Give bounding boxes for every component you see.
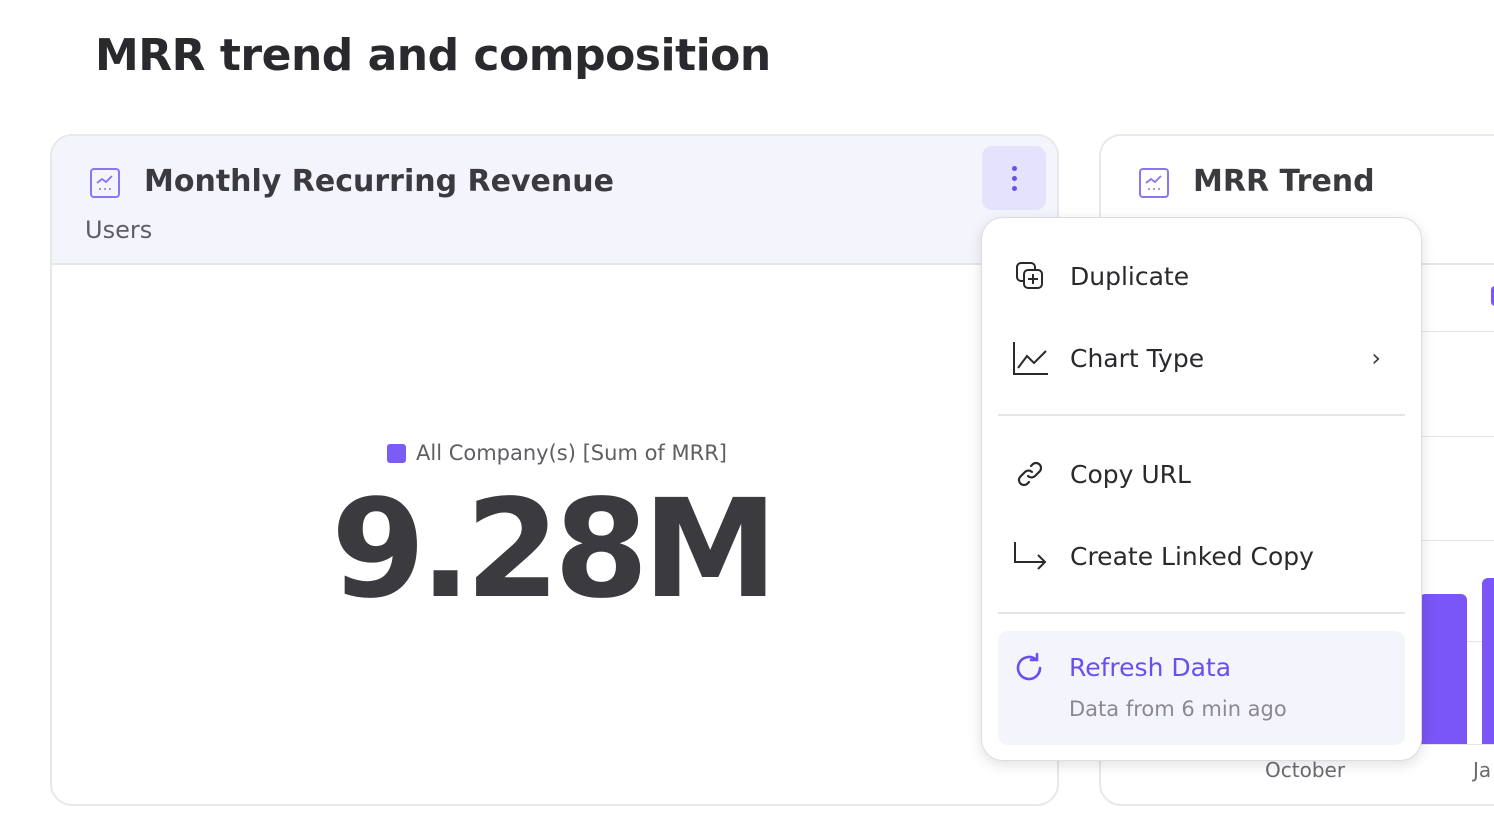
legend-label: All Company(s) [Sum of MRR]: [416, 441, 727, 465]
page-title: MRR trend and composition: [95, 30, 771, 81]
chart-bar[interactable]: [1419, 594, 1467, 744]
divider: [998, 414, 1405, 416]
more-options-button[interactable]: [982, 146, 1046, 210]
refresh-icon: [1012, 651, 1046, 689]
line-chart-icon: [1139, 168, 1169, 198]
card-title: Monthly Recurring Revenue: [144, 164, 614, 199]
refresh-timestamp: Data from 6 min ago: [1069, 697, 1287, 721]
kebab-icon: [1011, 165, 1017, 171]
menu-item-copy-url[interactable]: Copy URL: [998, 444, 1405, 504]
card-header: Monthly Recurring Revenue Users: [52, 136, 1057, 265]
menu-item-refresh-data[interactable]: Refresh Data Data from 6 min ago: [998, 631, 1405, 745]
options-menu: Duplicate Chart Type › Copy URL Create L…: [981, 217, 1422, 761]
line-chart-icon: [90, 168, 120, 198]
chart-bar[interactable]: [1482, 578, 1494, 744]
legend-swatch: [387, 443, 406, 463]
card-subtitle: Users: [85, 216, 153, 244]
x-tick-label: Ja: [1473, 758, 1492, 782]
menu-item-duplicate[interactable]: Duplicate: [998, 246, 1405, 306]
duplicate-icon: [1012, 258, 1048, 294]
line-chart-icon: [1012, 340, 1048, 376]
x-tick-label: October: [1265, 758, 1346, 782]
chevron-right-icon: ›: [1371, 344, 1381, 372]
linked-arrow-icon: [1012, 538, 1048, 574]
legend: All Company(s) [Sum of MRR]: [387, 441, 727, 465]
menu-item-chart-type[interactable]: Chart Type ›: [998, 328, 1405, 388]
divider: [998, 612, 1405, 614]
menu-item-create-linked-copy[interactable]: Create Linked Copy: [998, 526, 1405, 586]
legend-swatch: [1491, 286, 1494, 306]
link-icon: [1012, 456, 1048, 492]
metric-value: 9.28M: [331, 471, 778, 629]
card-title: MRR Trend: [1193, 164, 1375, 199]
mrr-card: Monthly Recurring Revenue Users All Comp…: [50, 134, 1059, 806]
